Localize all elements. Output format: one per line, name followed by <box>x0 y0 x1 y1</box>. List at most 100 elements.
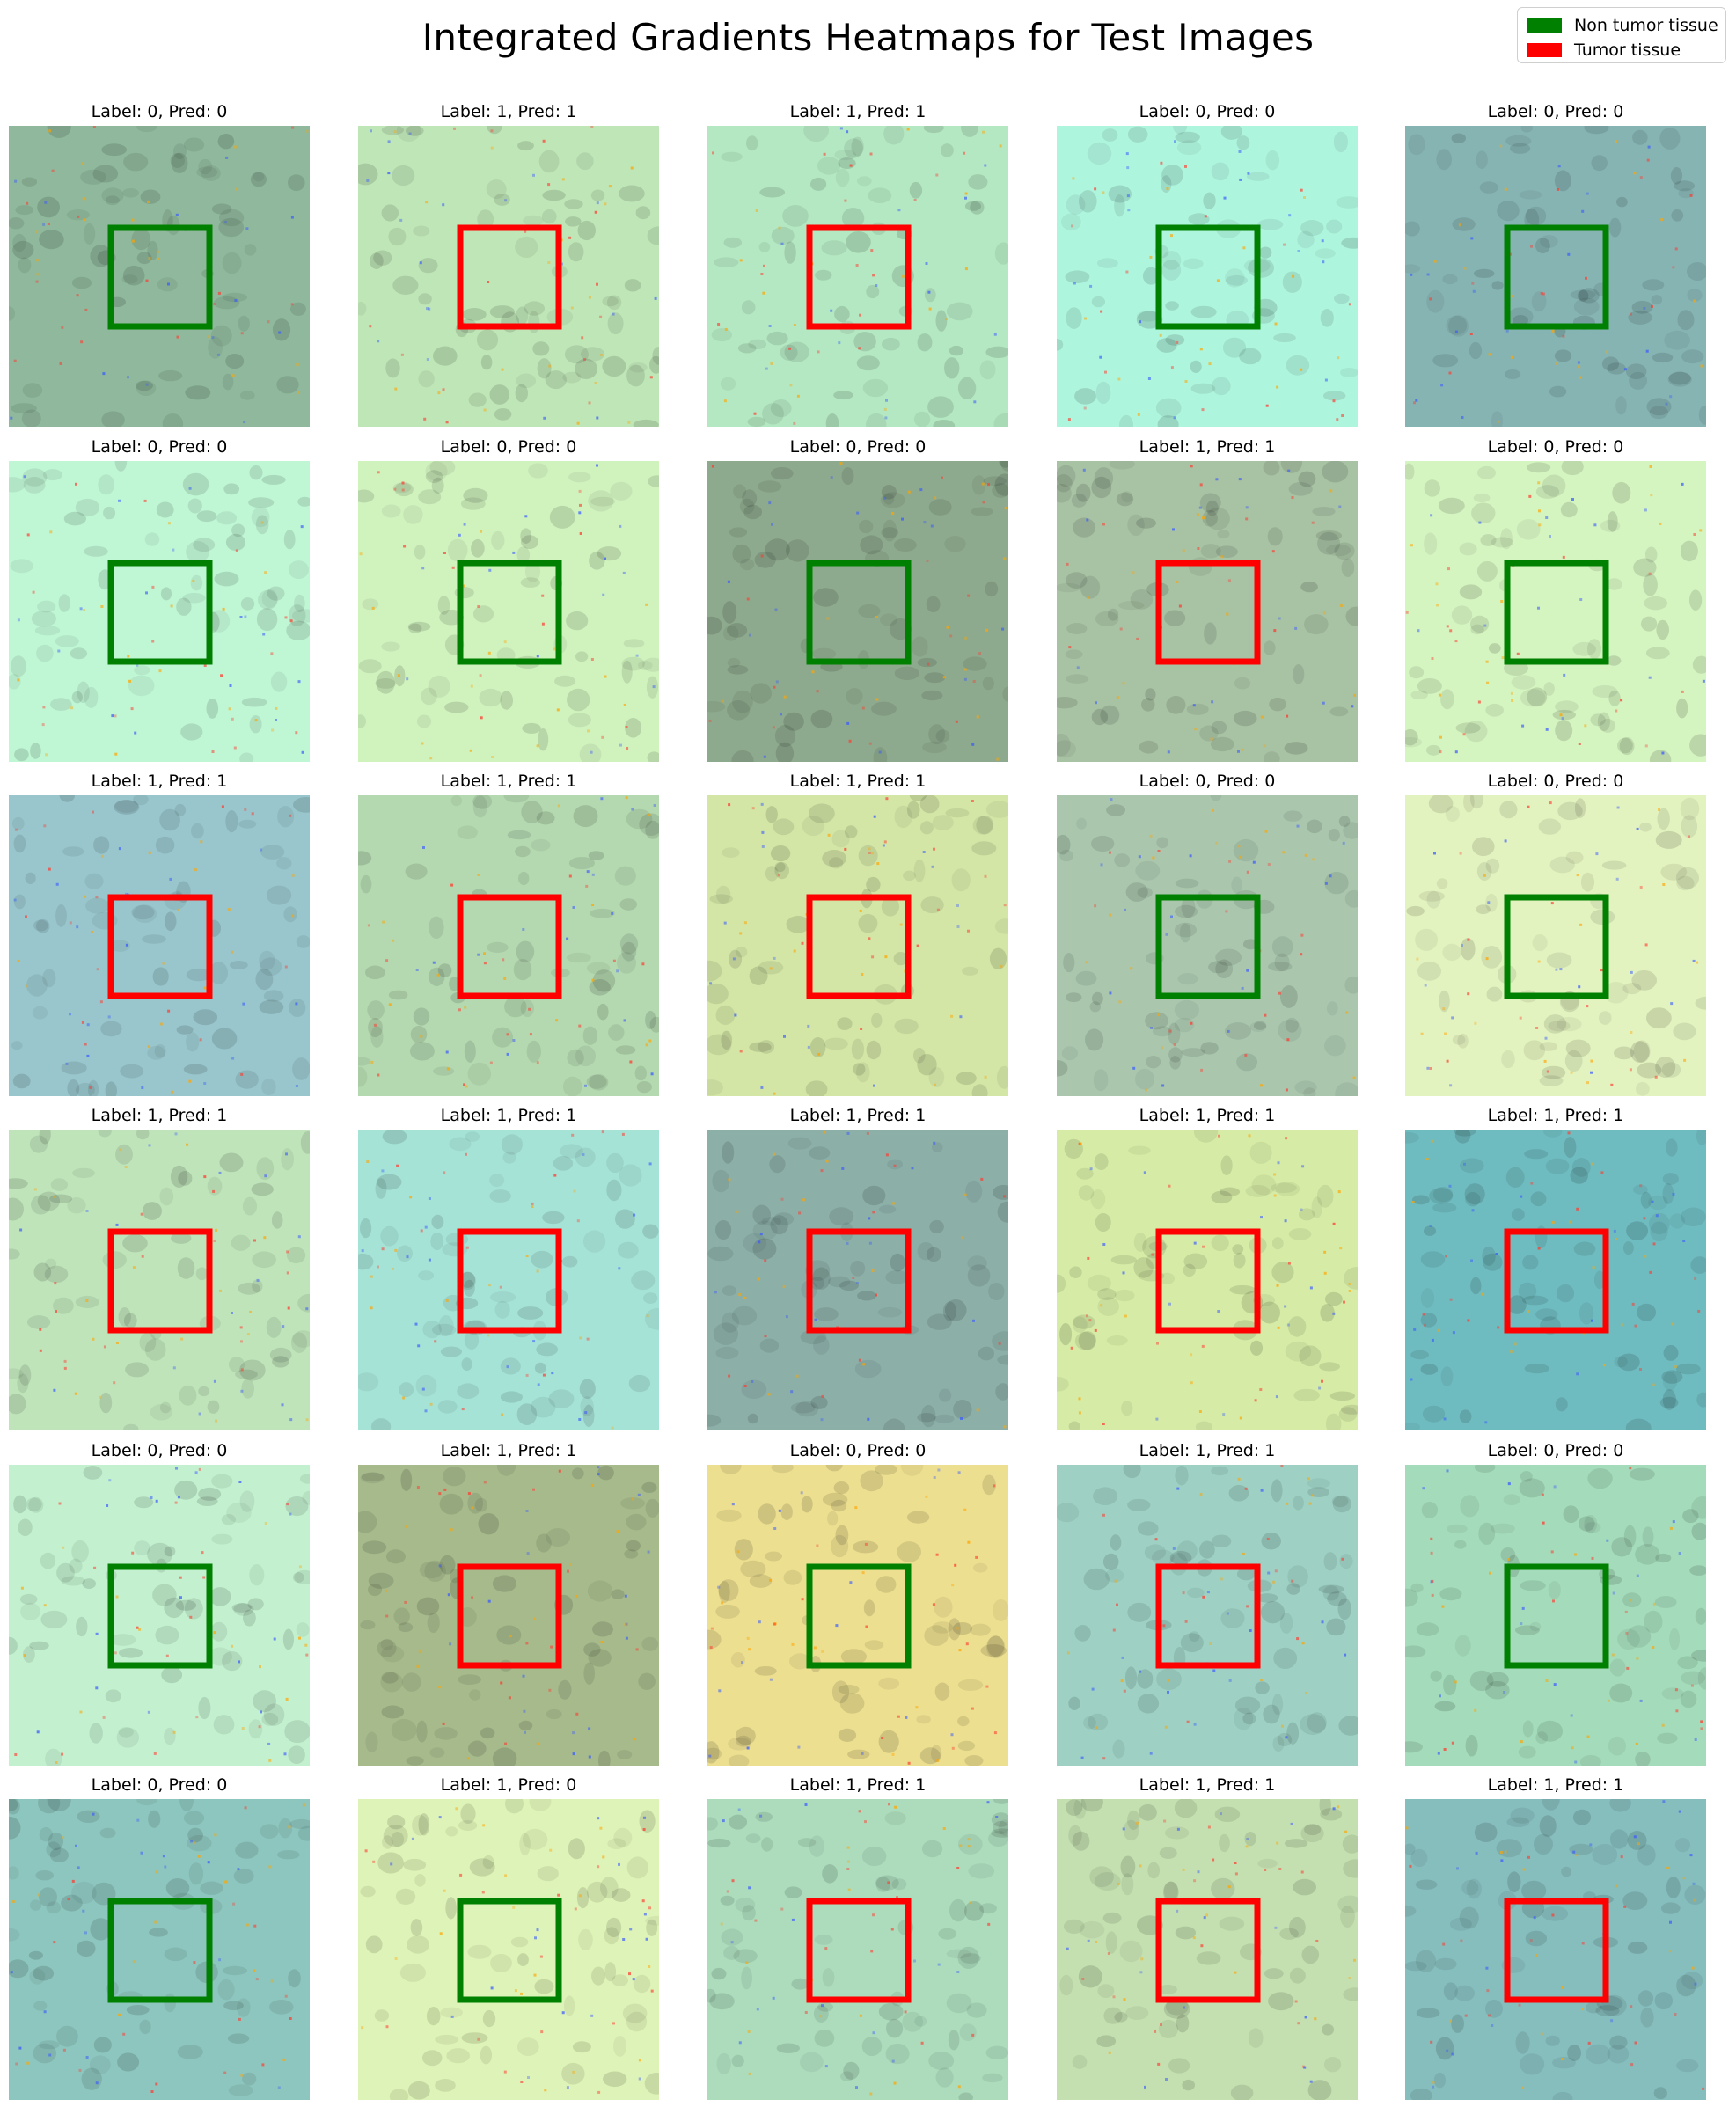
heatmap-image <box>9 461 310 762</box>
tissue-background <box>1057 1799 1358 2100</box>
non-tumor-roi-box <box>107 1898 213 2003</box>
tissue-background <box>1405 1130 1706 1430</box>
tumor-roi-box <box>457 894 562 999</box>
tissue-texture <box>711 126 1008 427</box>
panel-title: Label: 0, Pred: 0 <box>91 1441 228 1460</box>
legend-swatch-non-tumor <box>1527 18 1562 33</box>
tissue-background <box>1057 1465 1358 1766</box>
heatmap-image <box>358 795 659 1096</box>
non-tumor-roi-box <box>806 560 912 665</box>
tissue-background <box>9 1465 310 1766</box>
tissue-texture <box>707 1799 1008 2100</box>
tissue-background <box>1405 461 1706 762</box>
tissue-background <box>1405 795 1706 1096</box>
tumor-roi-box <box>1155 560 1261 665</box>
heatmap-image <box>707 795 1008 1096</box>
tumor-roi-box <box>1155 1898 1261 2003</box>
heatmap-image <box>9 1799 310 2100</box>
panel-title: Label: 1, Pred: 1 <box>91 1106 228 1125</box>
tissue-texture <box>1057 461 1358 762</box>
heatmap-image <box>1405 1130 1706 1430</box>
non-tumor-roi-box <box>1155 894 1261 999</box>
heatmap-image <box>707 126 1008 427</box>
panel-title: Label: 0, Pred: 0 <box>1139 102 1276 121</box>
tissue-background <box>358 795 659 1096</box>
tissue-background <box>1405 1799 1706 2100</box>
tissue-texture <box>1405 1465 1706 1766</box>
panel-title: Label: 0, Pred: 0 <box>440 437 577 457</box>
heatmap-image <box>1057 1465 1358 1766</box>
heatmap-image <box>1405 461 1706 762</box>
tissue-texture <box>9 461 310 762</box>
heatmap-image <box>9 1465 310 1766</box>
tumor-roi-box <box>806 894 912 999</box>
heatmap-image <box>9 1130 310 1430</box>
non-tumor-roi-box <box>1504 894 1609 999</box>
tissue-texture <box>11 795 310 1096</box>
heatmap-image <box>707 1799 1008 2100</box>
tissue-texture <box>1406 795 1706 1096</box>
legend-entry-tumor: Tumor tissue <box>1527 40 1681 61</box>
tumor-roi-box <box>1504 1228 1609 1334</box>
tissue-background <box>707 1465 1008 1766</box>
figure-title: Integrated Gradients Heatmaps for Test I… <box>421 16 1315 59</box>
panel-title: Label: 1, Pred: 1 <box>1139 437 1276 457</box>
tissue-texture <box>707 1465 1008 1766</box>
tumor-roi-box <box>1155 1563 1261 1669</box>
tissue-texture <box>9 1130 310 1430</box>
legend-label-non-tumor: Non tumor tissue <box>1574 16 1718 35</box>
tissue-background <box>358 126 659 427</box>
legend-entry-non-tumor: Non tumor tissue <box>1527 15 1718 36</box>
heatmap-image <box>358 1130 659 1430</box>
tumor-roi-box <box>806 1898 912 2003</box>
tissue-background <box>9 1799 310 2100</box>
tissue-background <box>358 1130 659 1430</box>
non-tumor-roi-box <box>457 560 562 665</box>
heatmap-image <box>9 126 310 427</box>
tissue-texture <box>9 1799 310 2096</box>
tumor-roi-box <box>806 224 912 330</box>
tissue-background <box>1057 126 1358 427</box>
tissue-texture <box>358 1465 659 1766</box>
tumor-roi-box <box>1155 1228 1261 1334</box>
tissue-background <box>707 126 1008 427</box>
tissue-background <box>1057 1130 1358 1430</box>
heatmap-image <box>9 795 310 1096</box>
heatmap-image <box>1057 461 1358 762</box>
panel-title: Label: 0, Pred: 0 <box>1487 102 1624 121</box>
panel-title: Label: 1, Pred: 1 <box>440 1441 577 1460</box>
tissue-background <box>1405 1465 1706 1766</box>
non-tumor-roi-box <box>457 1898 562 2003</box>
panel-title: Label: 1, Pred: 1 <box>789 1775 927 1795</box>
panel-title: Label: 0, Pred: 0 <box>91 102 228 121</box>
tissue-background <box>358 1799 659 2100</box>
tumor-roi-box <box>457 1228 562 1334</box>
tissue-background <box>9 126 310 427</box>
heatmap-image <box>1405 1465 1706 1766</box>
heatmap-image <box>1057 126 1358 427</box>
heatmap-image <box>358 1799 659 2100</box>
heatmap-image <box>1405 126 1706 427</box>
heatmap-image <box>707 1465 1008 1766</box>
tumor-roi-box <box>107 1228 213 1334</box>
tissue-background <box>707 795 1008 1096</box>
non-tumor-roi-box <box>107 1563 213 1669</box>
panel-title: Label: 0, Pred: 0 <box>91 437 228 457</box>
panel-title: Label: 1, Pred: 1 <box>440 1106 577 1125</box>
panel-title: Label: 1, Pred: 1 <box>1487 1775 1624 1795</box>
non-tumor-roi-box <box>107 224 213 330</box>
tissue-texture <box>358 126 659 427</box>
panel-title: Label: 0, Pred: 0 <box>91 1775 228 1795</box>
panel-title: Label: 0, Pred: 0 <box>1487 772 1624 791</box>
tissue-background <box>9 461 310 762</box>
tumor-roi-box <box>107 894 213 999</box>
tissue-texture <box>9 126 309 427</box>
tissue-background <box>9 1130 310 1430</box>
panel-title: Label: 1, Pred: 1 <box>1487 1106 1624 1125</box>
tissue-texture <box>1405 126 1706 427</box>
non-tumor-roi-box <box>107 560 213 665</box>
tumor-roi-box <box>457 1563 562 1669</box>
heatmap-image <box>707 461 1008 762</box>
panel-title: Label: 1, Pred: 1 <box>440 102 577 121</box>
panel-title: Label: 1, Pred: 1 <box>440 772 577 791</box>
